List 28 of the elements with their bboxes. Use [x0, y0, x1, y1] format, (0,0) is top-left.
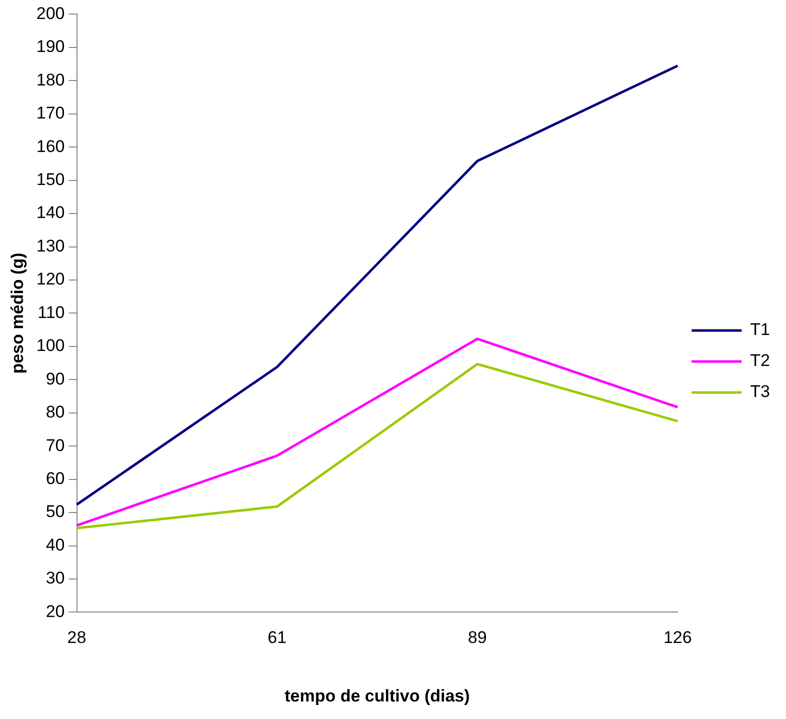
- y-tick-label: 140: [36, 203, 65, 222]
- x-tick-label: 89: [468, 628, 487, 648]
- x-tick-label: 28: [67, 628, 86, 648]
- y-tick-label: 30: [46, 568, 65, 588]
- y-tick-label: 60: [46, 469, 65, 488]
- y-tick-label: 100: [36, 336, 65, 356]
- y-tick-label: 110: [38, 302, 65, 322]
- y-tick-label: 120: [36, 270, 65, 289]
- y-tick-label: 150: [36, 170, 65, 189]
- y-tick-label: 160: [36, 136, 65, 156]
- y-tick-label: 70: [46, 436, 65, 455]
- legend-label: T3: [750, 382, 770, 402]
- y-tick-label: 80: [46, 402, 65, 422]
- y-tick-label: 170: [36, 104, 65, 123]
- y-tick-label: 90: [46, 369, 65, 388]
- y-tick-label: 180: [36, 70, 65, 90]
- y-tick-label: 20: [46, 602, 65, 621]
- y-axis-title: peso médio (g): [8, 252, 27, 374]
- x-tick-label: 126: [663, 628, 692, 648]
- legend-label: T1: [750, 320, 770, 340]
- y-tick-label: 200: [36, 4, 65, 23]
- y-tick-label: 50: [46, 502, 65, 522]
- y-tick-label: 40: [46, 535, 65, 554]
- y-tick-label: 190: [36, 37, 65, 56]
- legend-label: T2: [750, 351, 770, 370]
- x-axis-title: tempo de cultivo (dias): [284, 686, 470, 706]
- x-tick-label: 61: [268, 628, 287, 648]
- y-tick-label: 130: [36, 236, 65, 256]
